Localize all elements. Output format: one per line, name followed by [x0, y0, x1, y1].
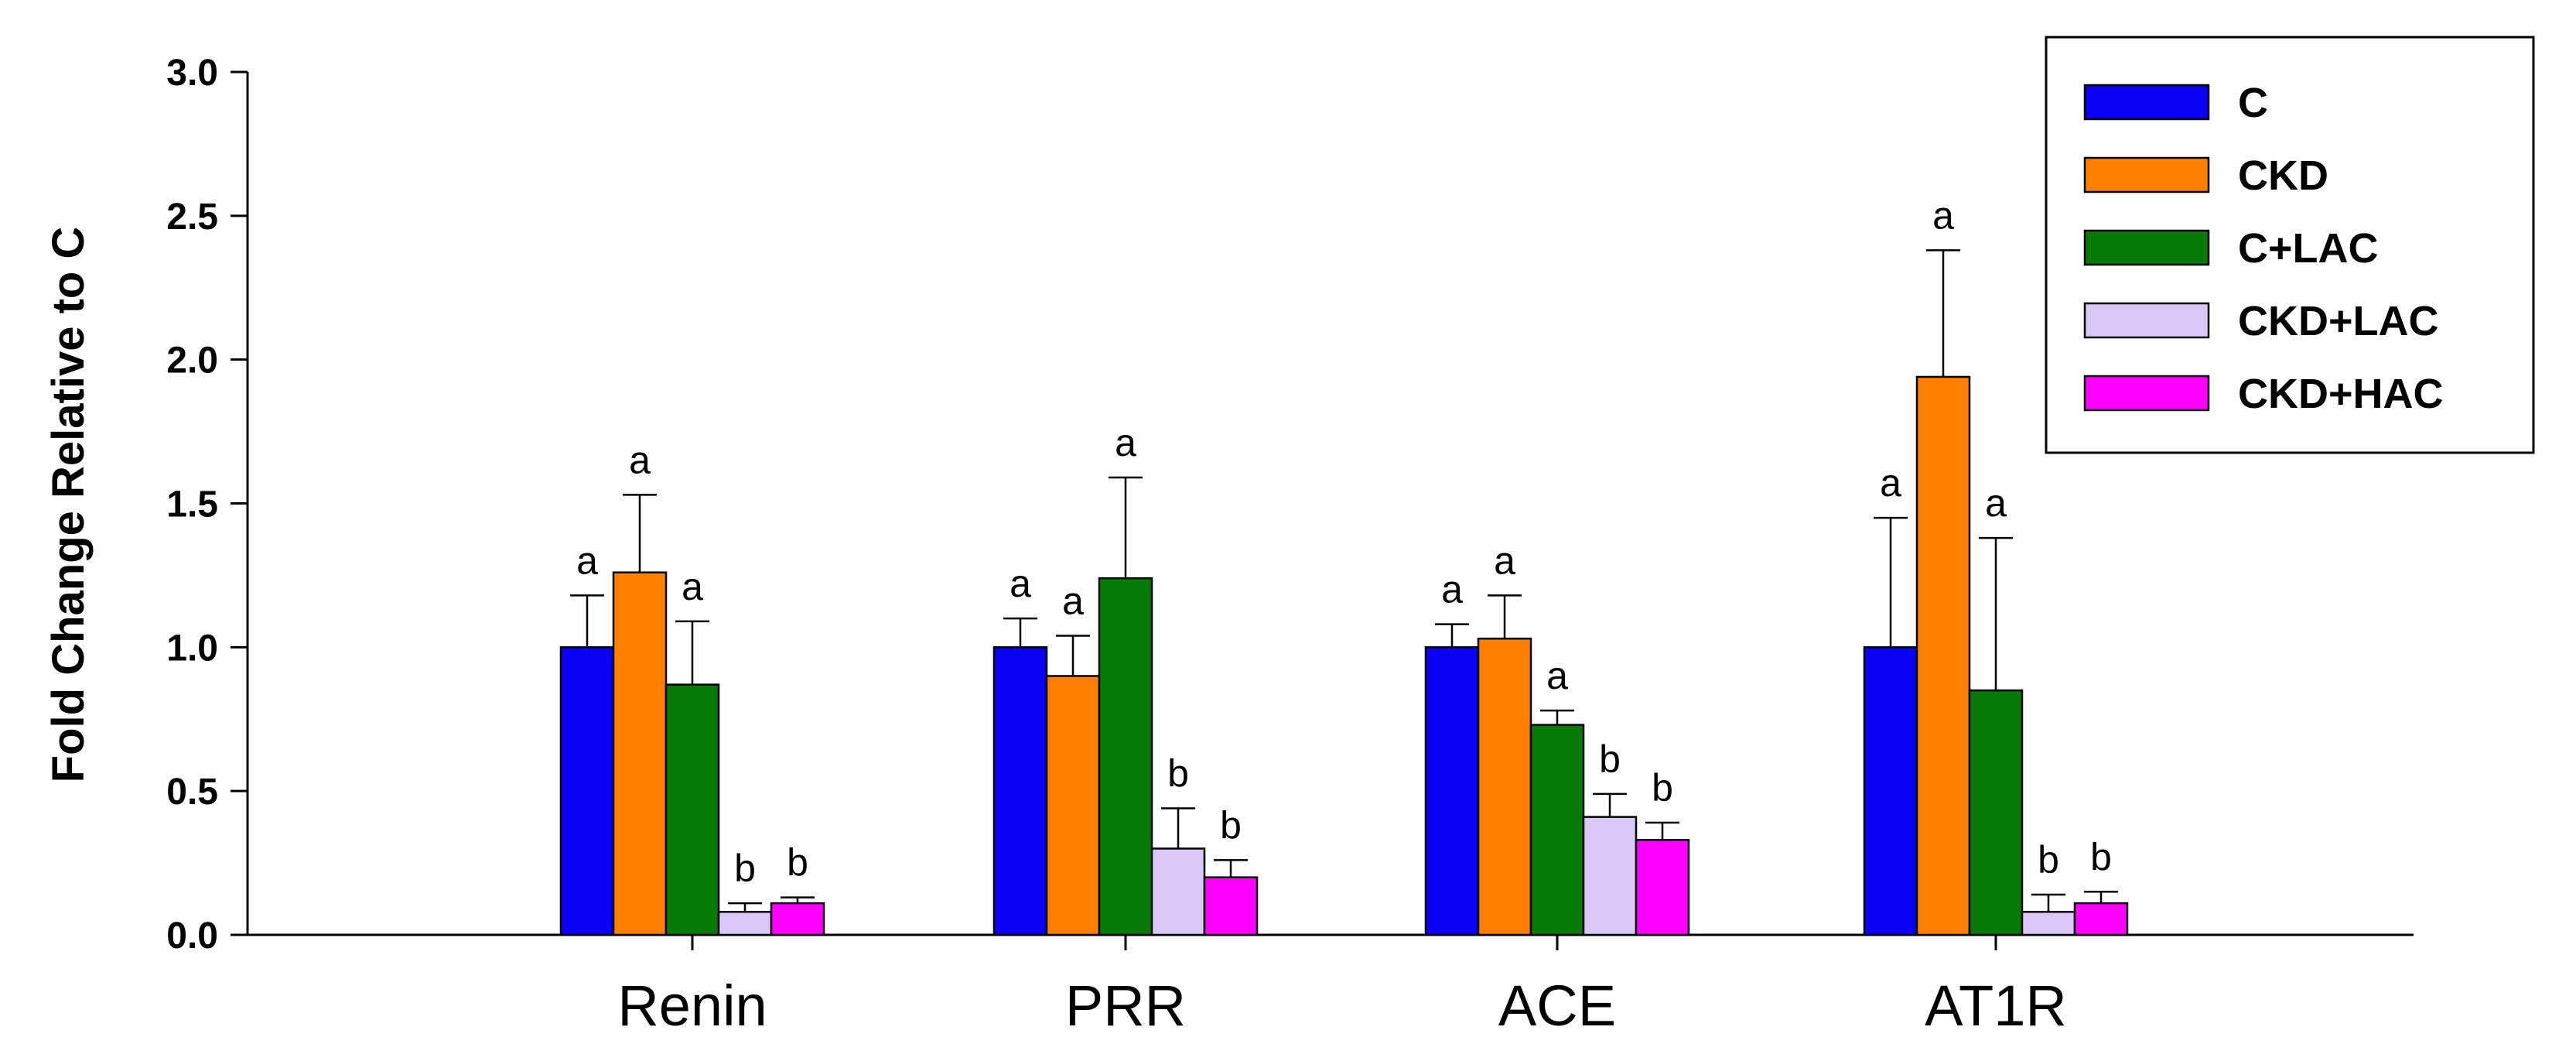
legend-label: CKD: [2238, 152, 2328, 199]
legend-label: C+LAC: [2238, 225, 2379, 272]
significance-label: b: [1220, 803, 1242, 847]
significance-label: a: [1932, 193, 1954, 237]
bar: [1045, 675, 1101, 936]
significance-label: a: [1985, 481, 2007, 525]
y-tick-label: 2.0: [166, 341, 218, 382]
significance-label: b: [2038, 838, 2059, 881]
legend-label: CKD+LAC: [2238, 298, 2439, 344]
bar: [612, 571, 668, 936]
bar: [664, 683, 720, 936]
x-tick-label: AT1R: [1925, 974, 2067, 1038]
significance-label: b: [1599, 738, 1621, 781]
bar: [1582, 816, 1638, 936]
significance-label: a: [629, 438, 651, 481]
legend: C CKD C+LAC CKD+LAC CKD+HAC: [2045, 36, 2535, 454]
y-tick-label: 0.0: [166, 916, 218, 957]
significance-label: b: [787, 841, 808, 885]
significance-label: a: [1546, 654, 1568, 697]
significance-label: a: [1115, 421, 1136, 464]
bar: [1863, 646, 1918, 936]
bar: [1098, 577, 1153, 936]
significance-label: a: [576, 539, 598, 582]
bar: [1968, 689, 2024, 936]
legend-swatch: [2083, 156, 2210, 193]
bar: [717, 911, 773, 936]
significance-label: b: [734, 847, 756, 890]
legend-swatch: [2083, 84, 2210, 121]
legend-label: C: [2238, 80, 2268, 126]
significance-label: a: [1494, 539, 1515, 582]
x-tick-label: Renin: [617, 974, 767, 1038]
bar: [1150, 847, 1206, 936]
x-axis: Renin PRR ACE AT1R: [248, 933, 2414, 1038]
bar: [559, 646, 615, 936]
y-tick-label: 1.5: [166, 484, 218, 525]
significance-label: a: [1441, 568, 1463, 611]
bar: [1203, 876, 1259, 936]
y-axis-title: Fold Change Relative to C: [43, 227, 94, 783]
significance-label: a: [682, 565, 703, 608]
x-tick-label: PRR: [1065, 974, 1186, 1038]
legend-swatch: [2083, 375, 2210, 412]
bar: [2073, 902, 2129, 936]
y-tick-label: 0.5: [166, 772, 218, 813]
y-axis: 0.0 0.5 1.0 1.5 2.0 2.5 3.0: [166, 53, 249, 957]
bar: [1915, 375, 1971, 936]
significance-label: a: [1062, 579, 1084, 622]
bar: [770, 902, 825, 936]
significance-label: b: [1652, 766, 1673, 809]
legend-swatch: [2083, 229, 2210, 266]
bar: [1424, 646, 1480, 936]
y-tick-label: 1.0: [166, 628, 218, 669]
bar: [1529, 724, 1585, 936]
legend-swatch: [2083, 302, 2210, 339]
legend-label: CKD+HAC: [2238, 371, 2444, 417]
significance-label: b: [2090, 835, 2112, 878]
bar: [1635, 839, 1690, 936]
significance-label: a: [1010, 562, 1031, 605]
x-tick-label: ACE: [1498, 974, 1616, 1038]
significance-label: b: [1167, 751, 1189, 795]
bar: [2021, 911, 2076, 936]
bar: [992, 646, 1048, 936]
significance-label: a: [1880, 461, 1901, 505]
y-tick-label: 3.0: [166, 53, 218, 94]
y-tick-label: 2.5: [166, 197, 218, 238]
bar: [1477, 637, 1532, 936]
